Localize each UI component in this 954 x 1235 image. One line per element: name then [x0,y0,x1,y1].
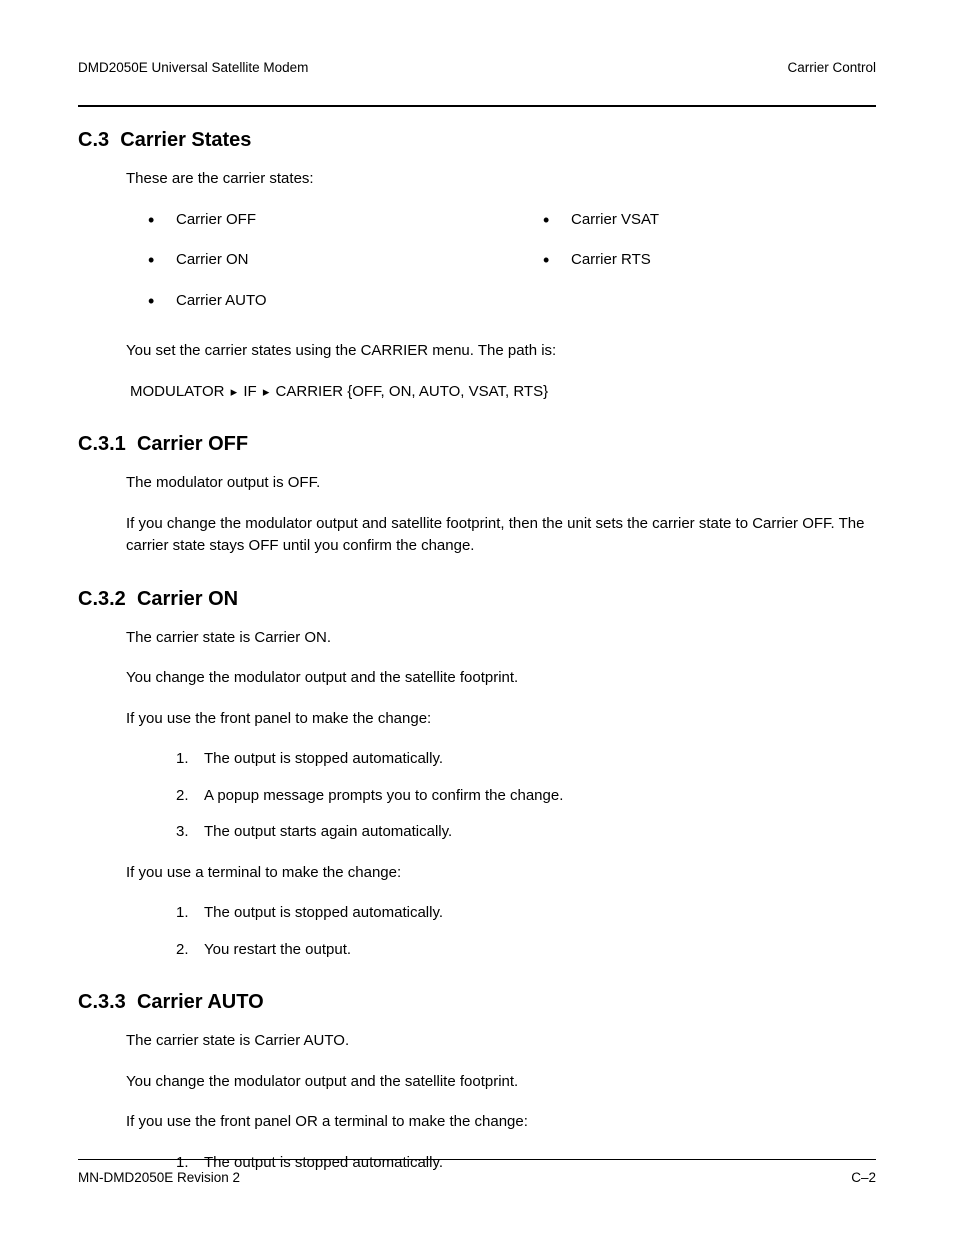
states-list-right: Carrier VSAT Carrier RTS [521,209,876,272]
body-c3: These are the carrier states: Carrier OF… [126,168,876,403]
para: If you use the front panel to make the c… [126,708,876,731]
path-seg: IF [243,383,256,400]
list-text: The output is stopped automatically. [204,750,443,767]
heading-c33: C.3.3 Carrier AUTO [78,991,876,1014]
ordered-list: 1. The output is stopped automatically. 2… [126,902,876,961]
para: The carrier state is Carrier AUTO. [126,1030,876,1053]
ordered-list: 1. The output is stopped automatically. 2… [126,748,876,844]
states-columns: Carrier OFF Carrier ON Carrier AUTO Carr… [126,209,876,331]
para: If you use a terminal to make the change… [126,862,876,885]
set-text: You set the carrier states using the CAR… [126,340,876,363]
states-list-left: Carrier OFF Carrier ON Carrier AUTO [126,209,481,313]
list-item: 1. The output is stopped automatically. [176,902,876,925]
body-c33: The carrier state is Carrier AUTO. You c… [126,1030,876,1174]
list-number: 3. [176,821,189,844]
list-item: Carrier OFF [148,209,481,232]
list-text: A popup message prompts you to confirm t… [204,787,563,804]
list-item: Carrier ON [148,249,481,272]
list-item: Carrier RTS [543,249,876,272]
heading-text: Carrier OFF [137,433,248,455]
heading-num: C.3.2 [78,588,126,610]
intro-text: These are the carrier states: [126,168,876,191]
para: If you use the front panel OR a terminal… [126,1111,876,1134]
footer-right: C–2 [851,1170,876,1185]
heading-text: Carrier AUTO [137,991,264,1013]
heading-num: C.3.1 [78,433,126,455]
page-header: DMD2050E Universal Satellite Modem Carri… [78,60,876,75]
footer-rule [78,1159,876,1160]
para: If you change the modulator output and s… [126,513,876,558]
heading-text: Carrier States [120,129,251,151]
list-text: The output starts again automatically. [204,823,452,840]
list-item: Carrier VSAT [543,209,876,232]
heading-c3: C.3 Carrier States [78,129,876,152]
para: The carrier state is Carrier ON. [126,627,876,650]
para: The modulator output is OFF. [126,472,876,495]
list-item: 2. A popup message prompts you to confirm… [176,785,876,808]
list-item: 2. You restart the output. [176,939,876,962]
list-item: 3. The output starts again automatically. [176,821,876,844]
triangle-right-icon: ▸ [263,382,270,402]
list-text: You restart the output. [204,941,351,958]
list-number: 1. [176,748,189,771]
list-number: 2. [176,939,189,962]
heading-num: C.3 [78,129,109,151]
footer-left: MN-DMD2050E Revision 2 [78,1170,240,1185]
path-seg: MODULATOR [130,383,224,400]
list-number: 2. [176,785,189,808]
heading-c32: C.3.2 Carrier ON [78,588,876,611]
heading-num: C.3.3 [78,991,126,1013]
menu-path: MODULATOR ▸ IF ▸ CARRIER {OFF, ON, AUTO,… [130,381,876,404]
para: You change the modulator output and the … [126,667,876,690]
header-rule [78,105,876,107]
path-seg: CARRIER {OFF, ON, AUTO, VSAT, RTS} [276,383,549,400]
header-right: Carrier Control [787,60,876,75]
list-item: Carrier AUTO [148,290,481,313]
body-c31: The modulator output is OFF. If you chan… [126,472,876,558]
list-item: 1. The output is stopped automatically. [176,748,876,771]
body-c32: The carrier state is Carrier ON. You cha… [126,627,876,962]
page-footer: MN-DMD2050E Revision 2 C–2 [78,1159,876,1185]
list-text: The output is stopped automatically. [204,904,443,921]
heading-text: Carrier ON [137,588,238,610]
triangle-right-icon: ▸ [231,382,238,402]
list-number: 1. [176,902,189,925]
para: You change the modulator output and the … [126,1071,876,1094]
heading-c31: C.3.1 Carrier OFF [78,433,876,456]
header-left: DMD2050E Universal Satellite Modem [78,60,308,75]
